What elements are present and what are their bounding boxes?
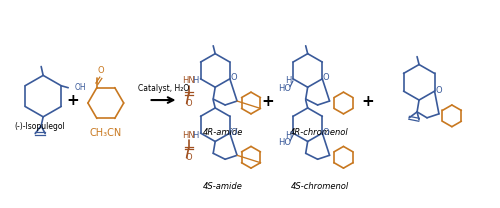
Text: +: +: [66, 93, 80, 108]
Text: 4S-chromenol: 4S-chromenol: [290, 182, 348, 191]
Text: HO: HO: [278, 139, 291, 147]
Text: HN: HN: [182, 131, 195, 140]
Text: O: O: [323, 128, 330, 137]
Text: O: O: [323, 73, 330, 82]
Text: O: O: [230, 73, 237, 82]
Text: +: +: [262, 94, 274, 109]
Text: H: H: [285, 131, 292, 140]
Text: 4R-amide: 4R-amide: [203, 128, 243, 137]
Text: H: H: [192, 76, 199, 85]
Text: O: O: [230, 128, 237, 137]
Text: 4S-amide: 4S-amide: [203, 182, 243, 191]
Text: O: O: [186, 99, 192, 108]
Text: HO: HO: [278, 84, 291, 93]
Text: CH₃CN: CH₃CN: [90, 128, 122, 138]
Text: O: O: [435, 86, 442, 95]
Text: (-)-Isopulegol: (-)-Isopulegol: [15, 122, 66, 131]
Text: H: H: [285, 76, 292, 85]
Text: H: H: [192, 131, 199, 140]
Text: Catalyst, H₂O: Catalyst, H₂O: [138, 84, 189, 93]
Text: OH: OH: [74, 83, 86, 92]
Text: 4R-chromenol: 4R-chromenol: [290, 128, 349, 137]
Text: O: O: [98, 66, 104, 75]
Text: HN: HN: [182, 76, 195, 85]
Text: +: +: [361, 94, 374, 109]
Text: O: O: [186, 153, 192, 162]
